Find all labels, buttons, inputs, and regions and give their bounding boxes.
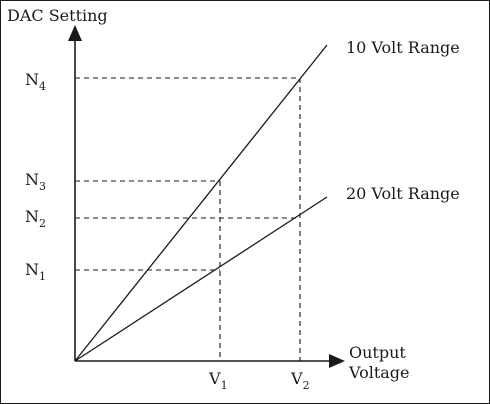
y-tick-n3: N3 <box>25 170 46 193</box>
twenty-volt-range-line <box>74 196 328 362</box>
y-tick-n4: N4 <box>25 70 46 93</box>
y-axis-label: DAC Setting <box>7 6 108 25</box>
x-tick-v2-base: V <box>290 369 303 388</box>
x-tick-v1: V1 <box>208 369 228 392</box>
y-tick-n3-sub: 3 <box>39 180 46 193</box>
y-tick-n4-sub: 4 <box>39 80 46 93</box>
y-tick-n3-base: N <box>25 170 39 189</box>
dashed-guides <box>75 77 301 361</box>
y-tick-n2-sub: 2 <box>39 217 46 230</box>
y-tick-n1: N1 <box>25 260 46 283</box>
y-tick-n2: N2 <box>25 207 46 230</box>
x-tick-v2-sub: 2 <box>303 379 310 392</box>
y-tick-n1-base: N <box>25 260 39 279</box>
ten-volt-range-label: 10 Volt Range <box>346 38 460 57</box>
twenty-volt-range-label: 20 Volt Range <box>346 184 460 203</box>
x-axis-label-line1: Output <box>349 343 406 362</box>
ten-volt-range-line <box>74 44 328 362</box>
x-tick-v1-base: V <box>208 369 221 388</box>
y-tick-n4-base: N <box>25 70 39 89</box>
x-axis-arrowhead <box>329 354 345 368</box>
x-tick-v2: V2 <box>290 369 310 392</box>
x-axis-label-line2: Voltage <box>348 363 410 382</box>
y-tick-n2-base: N <box>25 207 39 226</box>
y-tick-n1-sub: 1 <box>39 270 46 283</box>
y-axis-arrowhead <box>68 25 82 41</box>
x-tick-v1-sub: 1 <box>221 379 228 392</box>
